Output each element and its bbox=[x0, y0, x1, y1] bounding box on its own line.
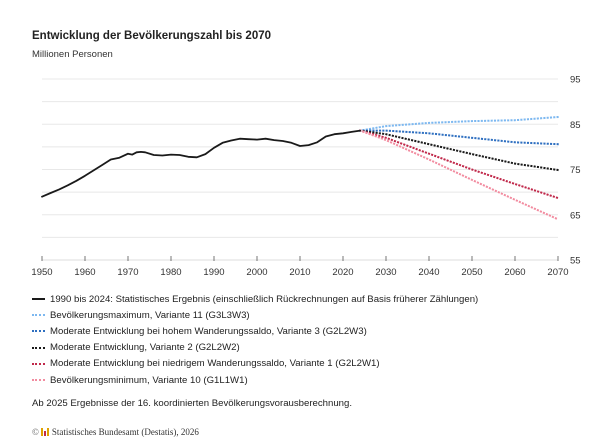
x-tick-label: 1950 bbox=[31, 267, 52, 278]
chart-note: Ab 2025 Ergebnisse der 16. koordinierten… bbox=[32, 398, 352, 409]
source-text: Statistisches Bundesamt (Destatis), 2026 bbox=[51, 427, 199, 437]
copyright-icon: © bbox=[32, 427, 39, 437]
legend-label: Bevölkerungsminimum, Variante 10 (G1L1W1… bbox=[50, 374, 248, 386]
x-tick-label: 2010 bbox=[289, 267, 310, 278]
legend-swatch-dotted bbox=[32, 330, 45, 333]
x-tick-label: 2030 bbox=[375, 267, 396, 278]
y-tick-label: 75 bbox=[570, 165, 581, 176]
y-tick-label: 85 bbox=[570, 120, 581, 131]
y-tick-label: 55 bbox=[570, 256, 581, 267]
gridlines bbox=[42, 78, 558, 261]
x-axis: 1950 1960 1970 1980 1990 2000 2010 2020 2030 2040… bbox=[31, 256, 569, 278]
x-tick-label: 2050 bbox=[461, 267, 482, 278]
y-axis: 55 65 75 85 95 bbox=[570, 75, 581, 267]
legend-label: Bevölkerungsmaximum, Variante 11 (G3L3W3… bbox=[50, 309, 250, 321]
x-tick-label: 2000 bbox=[246, 267, 267, 278]
destatis-logo-icon bbox=[40, 428, 49, 436]
chart-subtitle: Millionen Personen bbox=[32, 49, 113, 60]
legend-swatch-dotted bbox=[32, 346, 45, 349]
y-tick-label: 95 bbox=[570, 75, 581, 86]
legend-label: Moderate Entwicklung bei hohem Wanderung… bbox=[50, 325, 367, 337]
legend-swatch-solid bbox=[32, 298, 45, 301]
legend-swatch-dotted bbox=[32, 314, 45, 317]
x-tick-label: 2040 bbox=[418, 267, 439, 278]
x-tick-label: 2020 bbox=[332, 267, 353, 278]
legend-item-historical: 1990 bis 2024: Statistisches Ergebnis (e… bbox=[32, 291, 478, 307]
series-line-1 bbox=[359, 115, 560, 132]
legend-item-minimum: Bevölkerungsminimum, Variante 10 (G1L1W1… bbox=[32, 372, 478, 388]
x-tick-label: 2060 bbox=[504, 267, 525, 278]
series-line-3 bbox=[359, 129, 560, 172]
y-tick-label: 65 bbox=[570, 210, 581, 221]
x-tick-label: 2070 bbox=[547, 267, 568, 278]
legend-swatch-dotted bbox=[32, 379, 45, 382]
legend-label: Moderate Entwicklung, Variante 2 (G2L2W2… bbox=[50, 342, 240, 354]
source-credit: © Statistisches Bundesamt (Destatis), 20… bbox=[32, 427, 199, 437]
legend-label: 1990 bis 2024: Statistisches Ergebnis (e… bbox=[50, 293, 479, 305]
legend-item-variant-1: Moderate Entwicklung bei niedrigem Wande… bbox=[32, 356, 478, 372]
legend-item-variant-3: Moderate Entwicklung bei hohem Wanderung… bbox=[32, 323, 478, 339]
legend-label: Moderate Entwicklung bei niedrigem Wande… bbox=[50, 358, 380, 370]
series-line-2 bbox=[359, 129, 560, 146]
x-tick-label: 1980 bbox=[160, 267, 181, 278]
x-tick-label: 1990 bbox=[203, 267, 224, 278]
series-line-0 bbox=[41, 129, 362, 198]
legend-item-maximum: Bevölkerungsmaximum, Variante 11 (G3L3W3… bbox=[32, 307, 478, 323]
legend: 1990 bis 2024: Statistisches Ergebnis (e… bbox=[32, 291, 478, 388]
series-line-4 bbox=[358, 129, 560, 200]
population-line-chart: 1950 1960 1970 1980 1990 2000 2010 2020 2030 2040… bbox=[31, 75, 581, 279]
legend-swatch-dotted bbox=[32, 362, 45, 365]
series-line-5 bbox=[358, 129, 560, 221]
series-lines bbox=[41, 115, 560, 221]
x-tick-label: 1970 bbox=[117, 267, 138, 278]
x-tick-label: 1960 bbox=[74, 267, 95, 278]
chart-title: Entwicklung der Bevölkerungszahl bis 207… bbox=[32, 30, 272, 42]
legend-item-variant-2: Moderate Entwicklung, Variante 2 (G2L2W2… bbox=[32, 340, 478, 356]
